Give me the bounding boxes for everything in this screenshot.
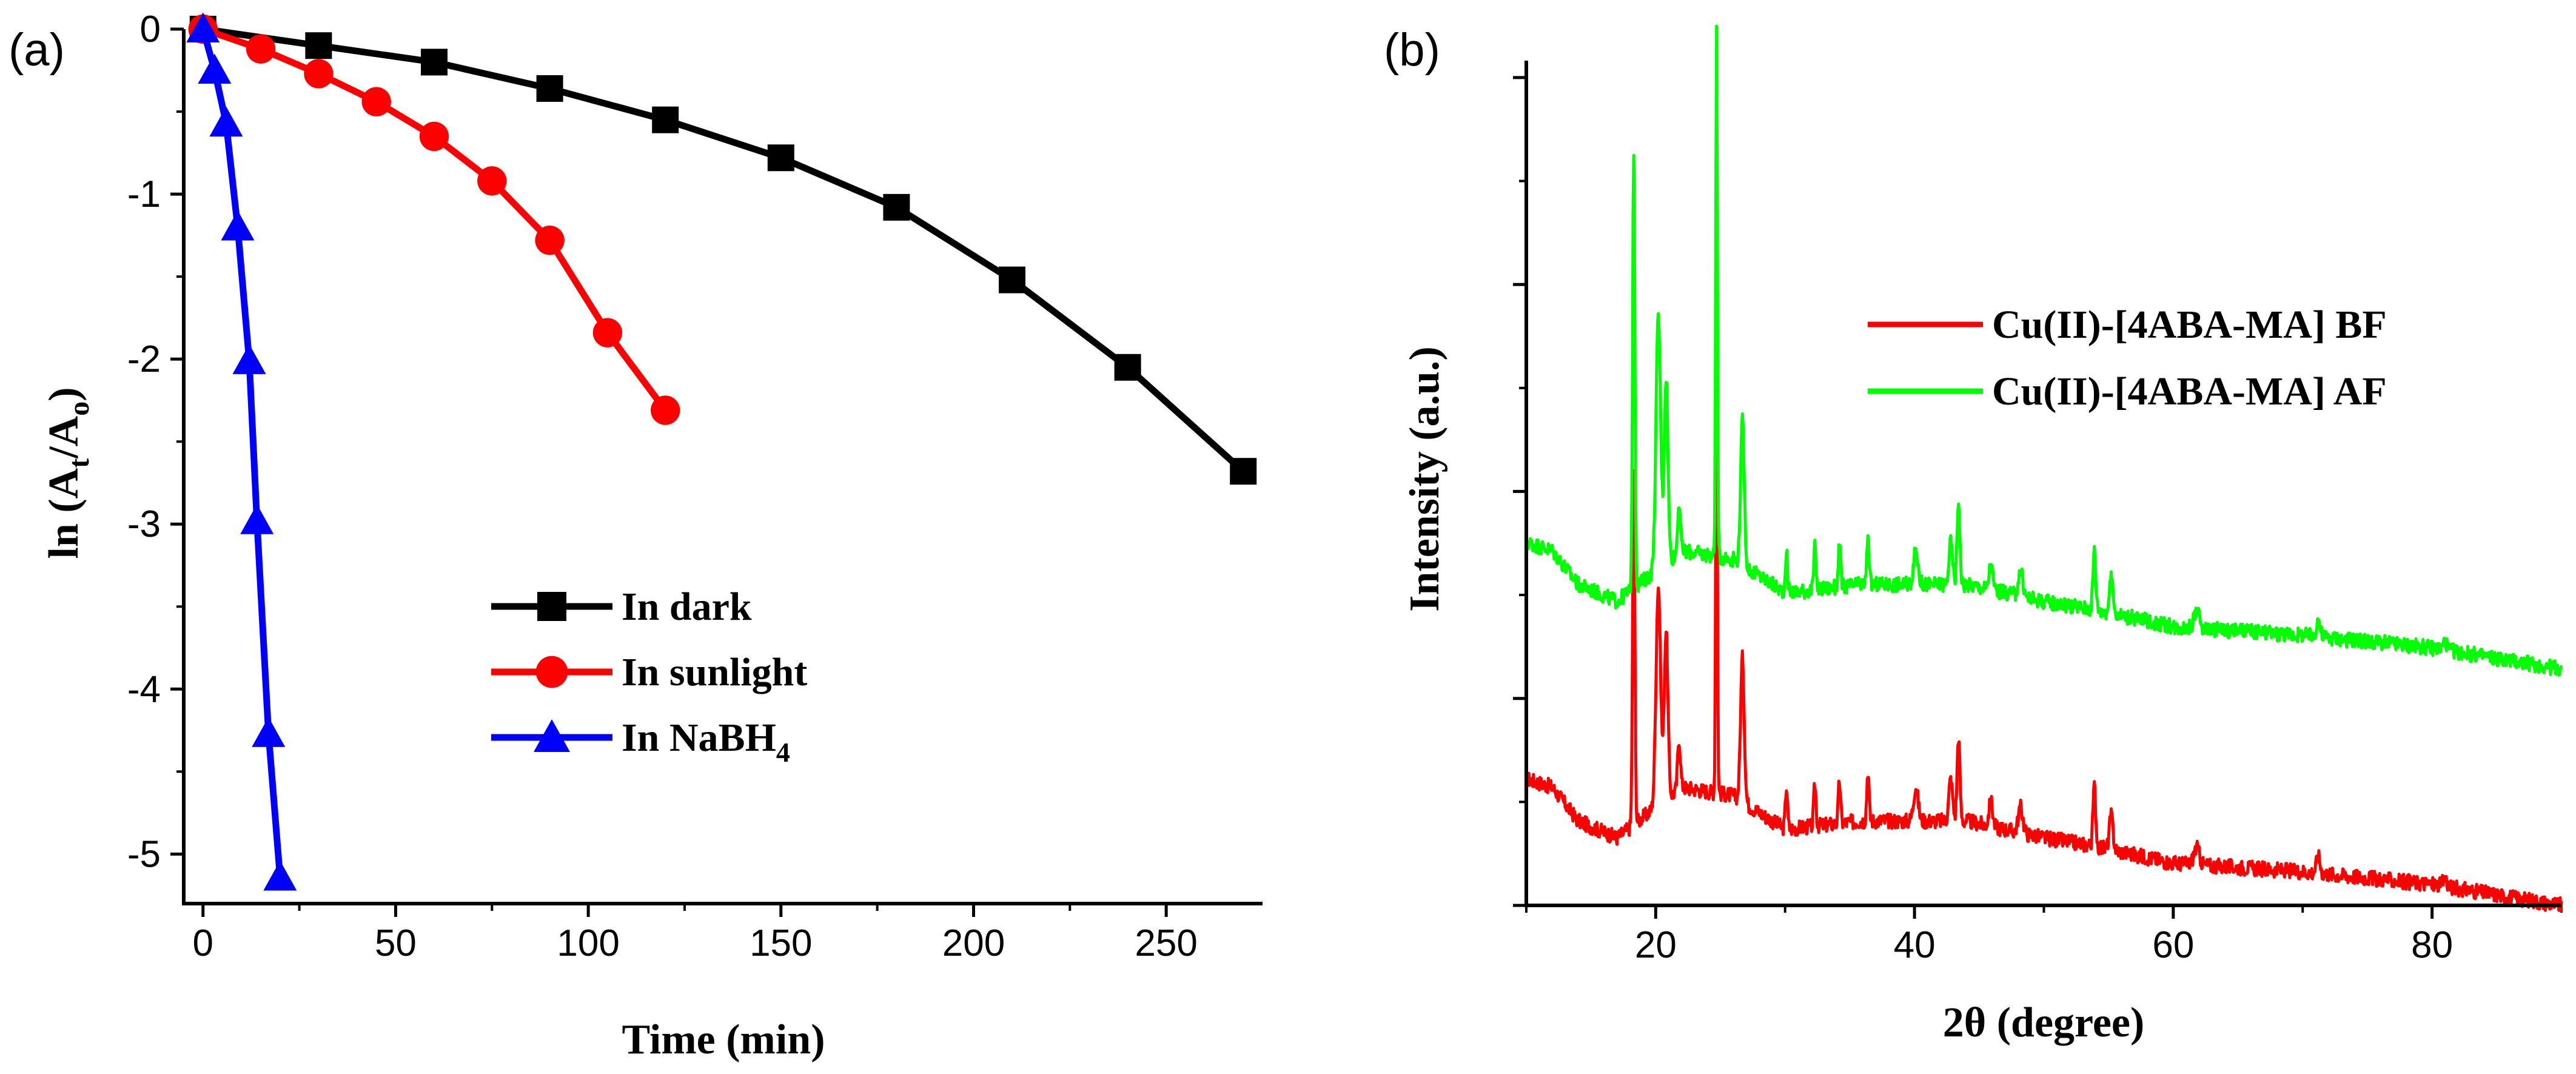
panel-a-legend: In dark In sunlight In NaBH4 (491, 585, 807, 768)
data-point (221, 210, 255, 241)
x-tick-label: 50 (375, 922, 417, 964)
panel-a-chart: (a) 0 50 100 150 200 250 0 -1 -2 -3 -4 -5 Time (min… (8, 8, 1263, 1063)
data-point (1230, 458, 1257, 485)
data-point (477, 166, 507, 196)
data-point (650, 395, 680, 425)
y-tick-label: 0 (140, 8, 161, 50)
panel-a-ticks: 0 50 100 150 200 250 0 -1 -2 -3 -4 -5 (127, 8, 1198, 964)
data-point (304, 59, 334, 89)
data-point (420, 49, 448, 76)
x-tick-label: 40 (1894, 924, 1936, 966)
panel-b-ticks: 20 40 60 80 (1513, 76, 2563, 966)
data-point (652, 106, 679, 133)
panel-b-series (1524, 24, 2563, 913)
x-tick-label: 150 (750, 922, 812, 964)
data-point (186, 12, 220, 42)
panel-a-label: (a) (8, 24, 65, 76)
x-tick-label: 100 (557, 922, 619, 964)
data-point (592, 318, 623, 347)
x-tick-label: 20 (1635, 924, 1677, 966)
legend-label: Cu(II)-[4ABA-MA] BF (1992, 303, 2387, 347)
data-point (419, 121, 449, 152)
x-tick-label: 80 (2411, 924, 2453, 966)
legend-label: In NaBH4 (622, 716, 790, 768)
data-point (305, 32, 332, 59)
y-tick-label: -1 (127, 173, 161, 215)
data-point (536, 75, 563, 102)
panel-b-x-axis-title: 2θ (degree) (1943, 999, 2145, 1046)
x-tick-label: 200 (942, 922, 1005, 964)
series-line-2 (200, 28, 284, 878)
panel-a-y-axis-title: ln (At/Ao) (41, 387, 95, 559)
series-line-0 (202, 25, 1246, 474)
data-point (209, 106, 243, 137)
panel-a-series (186, 12, 1257, 891)
data-point (240, 504, 274, 534)
x-tick-label: 0 (193, 922, 213, 964)
data-point (1114, 354, 1141, 381)
legend-label: Cu(II)-[4ABA-MA] AF (1992, 369, 2387, 414)
y-tick-label: -2 (127, 338, 161, 380)
legend-label: In sunlight (622, 650, 807, 694)
y-tick-label: -4 (127, 668, 161, 710)
y-tick-label: -3 (127, 503, 161, 545)
y-tick-label: -5 (127, 833, 161, 875)
data-point (767, 144, 794, 172)
series-line-1 (201, 25, 668, 412)
legend-marker (537, 592, 566, 621)
panel-a-x-axis-title: Time (min) (622, 1016, 825, 1063)
legend-label: In dark (622, 585, 752, 629)
x-tick-label: 60 (2152, 924, 2194, 966)
data-point (263, 860, 297, 891)
panel-b-y-axis-title: Intensity (a.u.) (1401, 346, 1448, 612)
data-point (198, 53, 232, 84)
data-point (232, 344, 266, 374)
x-tick-label: 250 (1135, 922, 1197, 964)
data-point (883, 193, 910, 221)
data-point (361, 87, 391, 116)
panel-b-chart: (b) 20 40 60 80 2θ (degree) Intensity (a.u.… (1384, 24, 2563, 1046)
data-point (252, 717, 286, 747)
panel-a-axes (182, 29, 1263, 905)
pattern-line-0 (1525, 357, 2563, 913)
pattern-line-1 (1524, 24, 2563, 677)
data-point (535, 226, 565, 255)
panel-b-legend: Cu(II)-[4ABA-MA] BF Cu(II)-[4ABA-MA] AF (1868, 303, 2387, 414)
data-point (246, 34, 276, 64)
panel-b-axes (1524, 61, 2561, 907)
data-point (999, 266, 1026, 294)
legend-marker (535, 656, 568, 688)
panel-b-label: (b) (1384, 24, 1440, 76)
legend-marker (534, 719, 570, 752)
